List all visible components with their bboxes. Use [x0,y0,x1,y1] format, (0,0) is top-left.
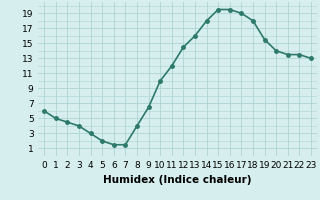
X-axis label: Humidex (Indice chaleur): Humidex (Indice chaleur) [103,175,252,185]
